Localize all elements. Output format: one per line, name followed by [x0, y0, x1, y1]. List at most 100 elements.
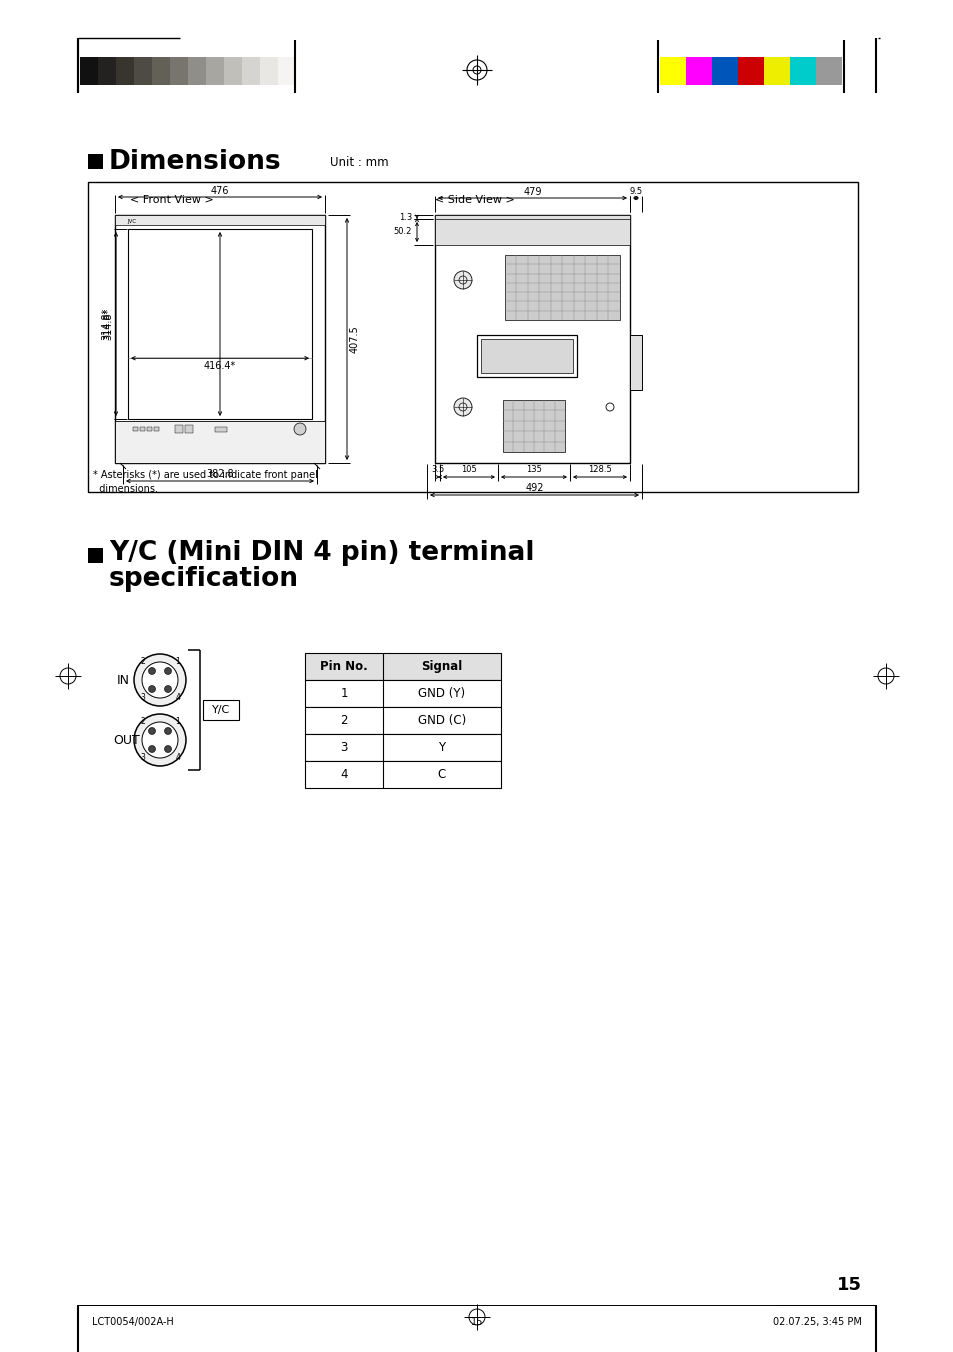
Bar [504, 256, 619, 320]
Text: Signal: Signal [421, 660, 462, 673]
Text: 4: 4 [175, 694, 180, 703]
Circle shape [133, 654, 186, 706]
Bar [763, 57, 789, 85]
Bar [480, 339, 573, 373]
Text: 4: 4 [340, 768, 348, 781]
Bar [132, 427, 138, 431]
Bar [115, 215, 325, 224]
Bar [305, 707, 500, 734]
Bar [128, 228, 312, 419]
Text: 476: 476 [211, 187, 229, 196]
Bar [203, 700, 239, 721]
Bar [789, 57, 815, 85]
Text: 128.5: 128.5 [587, 465, 611, 475]
Text: Y/C: Y/C [212, 704, 230, 715]
Text: JVC: JVC [127, 219, 136, 223]
Text: dimensions.: dimensions. [92, 484, 158, 493]
Bar [629, 335, 641, 389]
Bar [305, 653, 500, 680]
Text: 3: 3 [140, 753, 145, 763]
Text: 1: 1 [175, 657, 180, 667]
Text: 416.4*: 416.4* [204, 361, 236, 372]
Text: 314.8*: 314.8* [103, 308, 112, 341]
Circle shape [294, 423, 306, 435]
Text: < Front View >: < Front View > [130, 195, 213, 206]
Text: 2: 2 [140, 657, 145, 667]
Circle shape [149, 745, 155, 753]
Text: 1: 1 [340, 687, 348, 700]
Text: 2: 2 [140, 718, 145, 726]
Text: 1.3: 1.3 [398, 212, 412, 222]
Bar [115, 420, 325, 462]
Bar [305, 761, 500, 788]
Text: 02.07.25, 3:45 PM: 02.07.25, 3:45 PM [772, 1317, 862, 1328]
Text: IN: IN [117, 673, 130, 687]
Circle shape [164, 668, 172, 675]
Text: GND (C): GND (C) [417, 714, 466, 727]
Bar [115, 215, 325, 462]
Text: 2: 2 [340, 714, 348, 727]
Bar [88, 154, 103, 169]
Bar [711, 57, 738, 85]
Bar [147, 427, 152, 431]
Bar [88, 548, 103, 562]
Bar [277, 57, 295, 85]
Text: < Side View >: < Side View > [435, 195, 515, 206]
Circle shape [164, 685, 172, 692]
Text: OUT: OUT [112, 734, 139, 746]
Bar [242, 57, 260, 85]
Bar [133, 57, 152, 85]
Text: Y: Y [438, 741, 445, 754]
Bar [224, 57, 242, 85]
Text: 4: 4 [175, 753, 180, 763]
Text: 9.5: 9.5 [629, 188, 642, 196]
Bar [659, 57, 685, 85]
Text: 492: 492 [525, 483, 543, 493]
Bar [502, 400, 564, 452]
Bar [260, 57, 277, 85]
Bar [435, 215, 629, 245]
Bar [153, 427, 159, 431]
Text: GND (Y): GND (Y) [418, 687, 465, 700]
Text: 479: 479 [522, 187, 541, 197]
Text: Pin No.: Pin No. [320, 660, 368, 673]
Text: 3: 3 [340, 741, 347, 754]
Circle shape [142, 722, 178, 758]
Text: C: C [437, 768, 446, 781]
Text: LCT0054/002A-H: LCT0054/002A-H [91, 1317, 173, 1328]
Bar [305, 734, 500, 761]
Text: 314.8*: 314.8* [101, 308, 111, 341]
Text: * Asterisks (*) are used to indicate front panel: * Asterisks (*) are used to indicate fro… [92, 470, 317, 480]
Text: 407.5: 407.5 [350, 324, 359, 353]
Bar [435, 215, 629, 462]
Text: Dimensions: Dimensions [109, 149, 281, 174]
Bar [152, 57, 170, 85]
Bar [476, 335, 577, 377]
Circle shape [454, 270, 472, 289]
Bar [116, 57, 133, 85]
Text: Y/C (Mini DIN 4 pin) terminal: Y/C (Mini DIN 4 pin) terminal [109, 539, 534, 566]
Bar [185, 425, 193, 433]
Bar [214, 427, 227, 433]
Circle shape [142, 662, 178, 698]
Text: Unit : mm: Unit : mm [330, 155, 388, 169]
Bar [685, 57, 711, 85]
Circle shape [133, 714, 186, 767]
Circle shape [149, 727, 155, 734]
Bar [140, 427, 145, 431]
Bar [815, 57, 841, 85]
Text: 382.8: 382.8 [206, 469, 233, 479]
Text: 105: 105 [460, 465, 476, 475]
Circle shape [454, 397, 472, 416]
Bar [88, 183, 857, 492]
Bar [188, 57, 206, 85]
Text: 3: 3 [140, 694, 145, 703]
Circle shape [164, 727, 172, 734]
Text: specification: specification [109, 566, 298, 592]
Bar [305, 680, 500, 707]
Text: 15: 15 [471, 1317, 482, 1328]
Bar [98, 57, 116, 85]
Bar [738, 57, 763, 85]
Text: 1: 1 [175, 718, 180, 726]
Text: 3.5: 3.5 [431, 465, 444, 475]
